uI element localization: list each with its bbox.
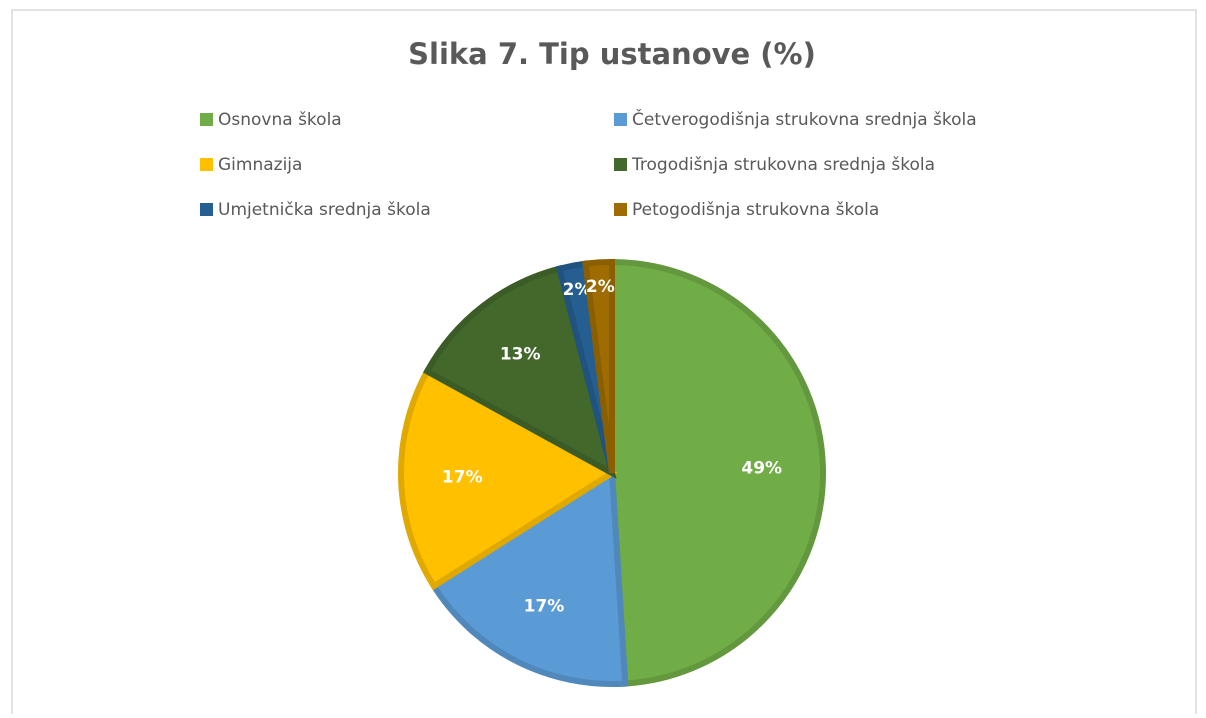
data-label: 17% bbox=[442, 468, 483, 488]
pie-slice bbox=[398, 367, 618, 591]
data-label: 17% bbox=[524, 596, 565, 616]
legend-label: Umjetnička srednja škola bbox=[218, 200, 431, 220]
legend-label: Gimnazija bbox=[218, 155, 302, 175]
pie-slice bbox=[609, 258, 826, 687]
legend-label: Trogodišnja strukovna srednja škola bbox=[631, 155, 935, 175]
legend-swatch bbox=[200, 203, 213, 216]
legend-swatch bbox=[614, 158, 627, 171]
data-label: 2% bbox=[563, 280, 592, 300]
data-label: 49% bbox=[741, 458, 782, 478]
legend-swatch bbox=[614, 203, 627, 216]
data-label: 13% bbox=[500, 345, 541, 365]
chart-title: Slika 7. Tip ustanove (%) bbox=[408, 37, 816, 71]
pie-slice bbox=[582, 258, 615, 474]
legend-swatch bbox=[200, 158, 213, 171]
legend-swatch bbox=[614, 113, 627, 126]
pie-slice bbox=[423, 264, 617, 479]
legend-label: Petogodišnja strukovna škola bbox=[632, 200, 879, 220]
legend-label: Četverogodišnja strukovna srednja škola bbox=[632, 108, 977, 130]
legend-swatch bbox=[200, 113, 213, 126]
legend-label: Osnovna škola bbox=[218, 110, 342, 130]
pie-slice bbox=[429, 467, 629, 687]
data-label: 2% bbox=[586, 277, 615, 297]
